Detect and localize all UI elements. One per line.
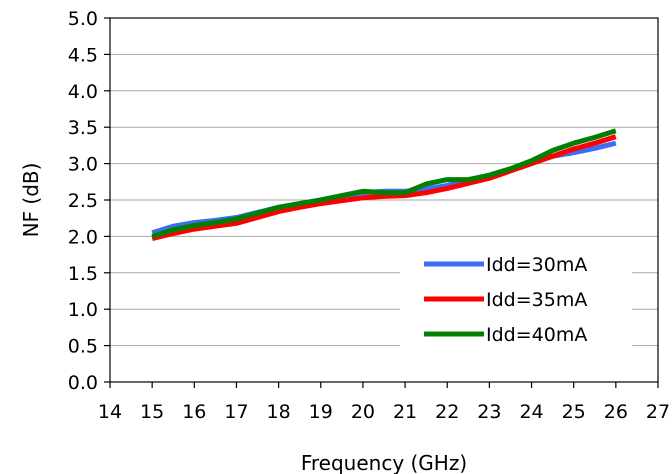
y-tick-label: 4.0 [68, 81, 98, 103]
series-line-2 [151, 134, 617, 242]
y-tick-label: 0.0 [68, 372, 98, 394]
y-tick-label: 1.5 [68, 263, 98, 285]
x-tick-label: 14 [98, 401, 122, 423]
y-tick-label: 0.5 [68, 336, 98, 358]
x-tick-label: 15 [140, 401, 164, 423]
x-tick-label: 25 [562, 401, 586, 423]
x-tick-label: 27 [646, 401, 670, 423]
x-tick-label: 26 [604, 401, 628, 423]
y-tick-label: 5.0 [68, 8, 98, 30]
legend-label: Idd=30mA [486, 254, 587, 276]
x-tick-label: 19 [309, 401, 333, 423]
x-tick-label: 23 [477, 401, 501, 423]
x-tick-label: 22 [435, 401, 459, 423]
y-tick-label: 2.0 [68, 226, 98, 248]
legend: Idd=30mA Idd=35mA Idd=40mA [400, 244, 632, 352]
y-tick-label: 4.5 [68, 44, 98, 66]
y-axis-ticks: 0.0 0.5 1.0 1.5 2.0 2.5 3.0 3.5 4.0 4.5 5.0 [68, 8, 110, 394]
x-axis-title: Frequency (GHz) [301, 451, 467, 474]
legend-label: Idd=35mA [486, 289, 587, 311]
x-tick-label: 18 [267, 401, 291, 423]
x-tick-label: 21 [393, 401, 417, 423]
y-tick-label: 3.5 [68, 117, 98, 139]
grid-lines [110, 53, 658, 347]
series-line-3 [151, 128, 617, 239]
x-tick-label: 16 [182, 401, 206, 423]
y-tick-label: 3.0 [68, 154, 98, 176]
y-tick-label: 1.0 [68, 299, 98, 321]
y-tick-label: 2.5 [68, 190, 98, 212]
x-axis-ticks: 14 15 16 17 18 19 20 21 22 23 24 25 26 27 [98, 382, 670, 423]
y-axis-title: NF (dB) [19, 163, 43, 238]
x-tick-label: 20 [351, 401, 375, 423]
x-tick-label: 17 [224, 401, 248, 423]
legend-label: Idd=40mA [486, 324, 587, 346]
series-lines [151, 128, 617, 242]
x-tick-label: 24 [519, 401, 543, 423]
